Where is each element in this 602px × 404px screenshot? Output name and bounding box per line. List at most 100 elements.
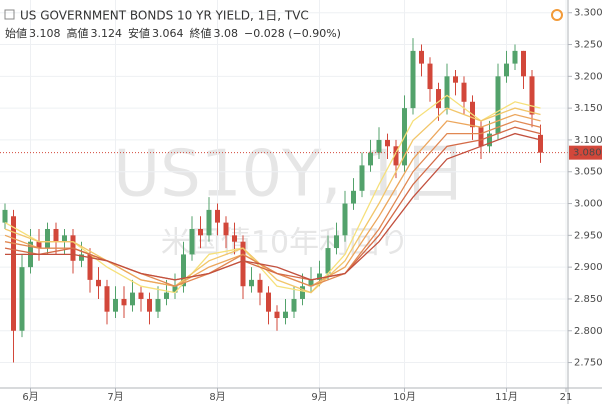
candle-body (164, 292, 169, 299)
symbol-icon[interactable] (4, 9, 15, 20)
candle-body (478, 127, 484, 147)
ohlc-label: 高値 (67, 26, 89, 40)
ohlc-value: 3.08 (214, 27, 239, 40)
candle-body (436, 89, 441, 109)
candle-body (308, 279, 314, 287)
candle-body (376, 139, 382, 153)
x-tick-label: 6月 (22, 391, 38, 403)
x-tick-label: 7月 (107, 391, 123, 403)
x-tick-label: 21 (560, 392, 573, 403)
candle-body (53, 228, 59, 242)
y-tick-label: 2.950 (574, 230, 602, 241)
candle-body (291, 298, 297, 312)
candle-body (342, 203, 348, 236)
candle-body (104, 286, 110, 312)
candle-body (427, 63, 433, 90)
candle-body (2, 209, 8, 223)
candle-body (215, 209, 220, 223)
ohlc-label: 終値 (190, 26, 212, 40)
candle-body (317, 273, 322, 280)
moving-average (4, 107, 541, 294)
candle-body (504, 63, 509, 77)
candle-body (385, 139, 390, 147)
y-tick-label: 2.800 (574, 326, 602, 337)
ohlc-value: 3.108 (29, 27, 61, 40)
candle-body (181, 254, 186, 287)
candle-body (121, 298, 127, 306)
candle-body (512, 50, 518, 64)
settings-icon[interactable] (551, 9, 563, 21)
plot-area (0, 0, 568, 388)
candle-body (300, 286, 305, 299)
candle-body (368, 152, 373, 166)
candle-body (62, 235, 67, 242)
candle-body (393, 146, 399, 166)
candle-body (45, 228, 50, 249)
chart-title[interactable]: US GOVERNMENT BONDS 10 YR YIELD, 1日, TVC (20, 9, 309, 23)
x-tick-label: 9月 (311, 391, 327, 403)
y-tick-label: 3.000 (574, 199, 602, 210)
candle-body (529, 76, 535, 115)
candle-body (223, 222, 229, 236)
x-tick-label: 11月 (495, 391, 518, 403)
ohlc-value: 3.124 (91, 27, 123, 40)
ohlc-label: 始値 (5, 26, 27, 40)
ohlc-value: 3.064 (152, 27, 184, 40)
candle-body (521, 50, 526, 77)
candle-body (461, 82, 467, 102)
candle-body (410, 50, 416, 109)
candle-body (334, 235, 339, 249)
candle-body (487, 133, 492, 147)
moving-average (5, 132, 541, 281)
candle-body (189, 228, 195, 255)
candle-body (249, 279, 254, 287)
candle-body (495, 76, 501, 134)
candle-body (147, 298, 152, 312)
candle-body (419, 50, 424, 64)
candle-body (351, 190, 356, 204)
last-price-box (569, 145, 602, 160)
x-tick-label: 10月 (393, 391, 416, 403)
candle-body (198, 228, 203, 236)
candle-body (359, 165, 365, 191)
candle-body (266, 292, 271, 312)
candle-body (257, 279, 263, 293)
candle-body (325, 248, 331, 274)
candle-body (96, 279, 101, 287)
y-tick-label: 2.900 (574, 262, 602, 273)
x-tick-label: 8月 (209, 391, 225, 403)
change: −0.028 (−0.90%) (244, 27, 341, 40)
y-tick-label: 2.750 (574, 358, 602, 369)
candle-body (274, 311, 280, 319)
y-tick-label: 3.300 (574, 8, 602, 19)
last-price-label: 3.080 (573, 148, 602, 159)
y-tick-label: 3.150 (574, 103, 602, 114)
candle-body (172, 286, 178, 293)
y-tick-label: 3.050 (574, 167, 602, 178)
y-tick-label: 3.250 (574, 40, 602, 51)
candle-body (113, 298, 118, 312)
candle-body (87, 254, 93, 280)
moving-average (4, 126, 541, 281)
y-tick-label: 3.200 (574, 71, 602, 82)
candle-body (240, 241, 246, 287)
candle-body (232, 235, 237, 242)
y-tick-label: 3.100 (574, 135, 602, 146)
candle-body (36, 241, 42, 249)
candle-body (453, 76, 458, 83)
candle-body (11, 216, 16, 331)
candle-body (538, 134, 543, 153)
ohlc-header: 始値 3.108 高値 3.124 安値 3.064 終値 3.08 −0.028 (−0.90… (5, 26, 341, 40)
candle-body (79, 254, 84, 261)
candle-body (130, 292, 135, 306)
candle-body (283, 311, 288, 319)
candle-body (206, 209, 212, 236)
candle-body (444, 76, 450, 109)
y-tick-label: 2.850 (574, 294, 602, 305)
candle-body (19, 267, 25, 331)
candle-body (155, 298, 161, 312)
watermark: US10Y, 1日 (113, 138, 466, 212)
candle-body (138, 292, 144, 299)
ohlc-label: 安値 (128, 26, 150, 40)
